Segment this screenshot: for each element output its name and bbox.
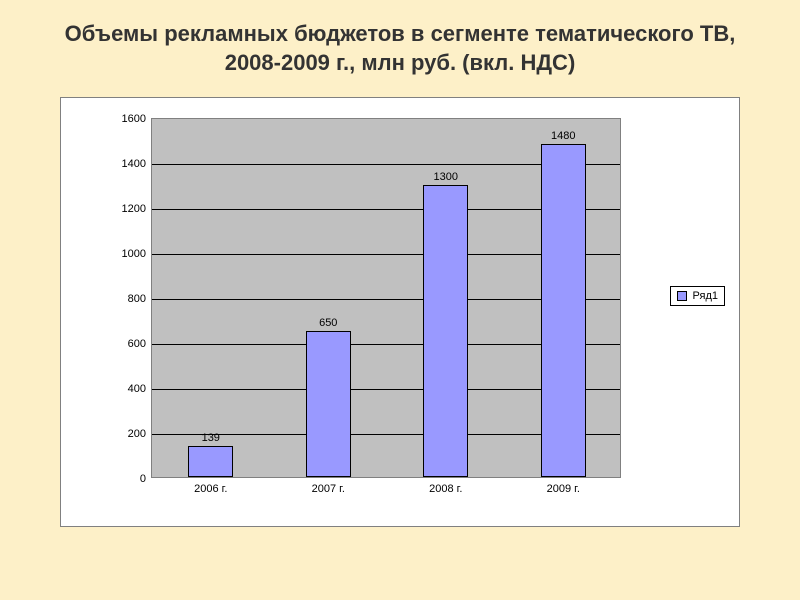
- bar-value-label: 1480: [551, 130, 575, 146]
- bar-value-label: 650: [319, 317, 337, 333]
- ytick-label: 200: [128, 428, 152, 440]
- chart-container: 0 200 400 600 800 1000 1200 1400 1600 139 2006 г. 6…: [60, 97, 740, 527]
- bar-value-label: 139: [202, 432, 220, 448]
- ytick-label: 0: [140, 473, 152, 485]
- xtick-label: 2008 г.: [429, 477, 462, 495]
- ytick-label: 600: [128, 338, 152, 350]
- bar: [423, 185, 468, 478]
- ytick-label: 1400: [122, 158, 152, 170]
- xtick-label: 2007 г.: [312, 477, 345, 495]
- ytick-label: 1600: [122, 113, 152, 125]
- bar-value-label: 1300: [434, 171, 458, 187]
- xtick-label: 2006 г.: [194, 477, 227, 495]
- bar: [188, 446, 233, 477]
- ytick-label: 800: [128, 293, 152, 305]
- legend: Ряд1: [670, 286, 725, 306]
- xtick-label: 2009 г.: [547, 477, 580, 495]
- slide: Объемы рекламных бюджетов в сегменте тем…: [0, 0, 800, 600]
- legend-label: Ряд1: [693, 290, 718, 302]
- ytick-label: 1200: [122, 203, 152, 215]
- chart-title: Объемы рекламных бюджетов в сегменте тем…: [40, 20, 760, 77]
- ytick-label: 400: [128, 383, 152, 395]
- bar: [306, 331, 351, 477]
- legend-swatch: [677, 291, 687, 301]
- ytick-label: 1000: [122, 248, 152, 260]
- plot-area: 020040060080010001200140016001392006 г.6…: [151, 118, 621, 478]
- bar: [541, 144, 586, 477]
